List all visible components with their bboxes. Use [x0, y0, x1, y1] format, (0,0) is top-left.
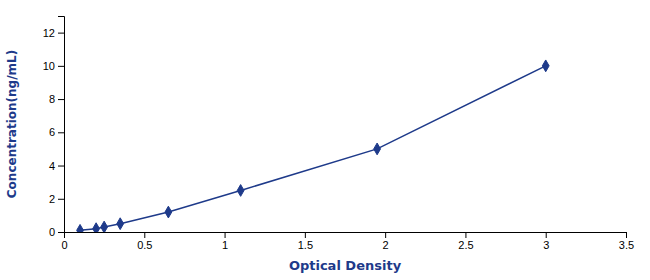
- x-axis-line: [65, 233, 627, 239]
- x-axis-tick-mark: [305, 232, 306, 238]
- x-axis-tick-mark: [626, 232, 627, 238]
- y-axis-tick: 6: [49, 126, 64, 138]
- marks: [77, 60, 549, 232]
- line: [80, 66, 546, 230]
- x-axis-title: Optical Density: [289, 258, 402, 273]
- plot-area: 0 0.5 1 1.5 2 2.5 3 3.5 0 2 4 6 8 10 12: [43, 17, 634, 251]
- x-axis-tick: 1: [222, 232, 228, 251]
- y-axis-tick-mark: [58, 132, 64, 133]
- y-axis: 0 2 4 6 8 10 12: [43, 17, 65, 239]
- y-axis-tick-label: 8: [49, 93, 55, 105]
- y-axis-tick-label: 0: [49, 226, 55, 238]
- y-axis-tick: 2: [49, 193, 64, 205]
- x-axis-tick-label: 3.5: [619, 239, 634, 251]
- y-axis-tick-mark: [58, 232, 64, 233]
- x-axis-tick: 0.5: [137, 232, 152, 251]
- x-axis-tick: 3: [543, 232, 549, 251]
- y-axis-tick-mark: [58, 33, 64, 34]
- x-axis-tick-label: 0: [61, 239, 67, 251]
- y-axis-tick-mark: [58, 99, 64, 100]
- x-axis: 0 0.5 1 1.5 2 2.5 3 3.5: [61, 232, 634, 251]
- x-axis-tick-mark: [144, 232, 145, 238]
- point: [117, 218, 124, 230]
- x-axis-tick: 1.5: [298, 232, 313, 251]
- point: [237, 185, 244, 197]
- point: [374, 143, 381, 155]
- x-axis-tick-mark: [546, 232, 547, 238]
- chart-svg: 0 0.5 1 1.5 2 2.5 3 3.5 0 2 4 6 8 10 12 Optical Density…: [0, 0, 650, 280]
- x-axis-tick-label: 2: [383, 239, 389, 251]
- x-axis-tick-mark: [385, 232, 386, 238]
- x-axis-tick-label: 0.5: [137, 239, 152, 251]
- y-axis-tick-label: 6: [49, 126, 55, 138]
- y-axis-tick: 10: [43, 60, 64, 72]
- y-axis-tick-label: 10: [43, 60, 55, 72]
- y-axis-tick-mark: [58, 66, 64, 67]
- point: [542, 60, 549, 72]
- y-axis-tick-mark: [58, 166, 64, 167]
- x-axis-tick: 2.5: [458, 232, 473, 251]
- point: [101, 221, 108, 232]
- y-axis-tick: 4: [49, 160, 64, 172]
- x-axis-tick-label: 3: [543, 239, 549, 251]
- point: [165, 206, 172, 218]
- x-axis-tick-mark: [465, 232, 466, 238]
- x-axis-tick-mark: [225, 232, 226, 238]
- y-axis-line: [58, 17, 65, 233]
- point: [77, 224, 84, 232]
- y-axis-title: Concentration(ng/mL): [5, 50, 19, 198]
- y-axis-tick: 0: [49, 226, 64, 238]
- y-axis-tick-label: 4: [49, 160, 55, 172]
- x-axis-tick: 0: [61, 232, 67, 251]
- y-axis-tick: 8: [49, 93, 64, 105]
- y-axis-tick: 12: [43, 27, 64, 39]
- x-axis-tick-label: 2.5: [458, 239, 473, 251]
- point: [93, 223, 100, 232]
- chart-container: 0 0.5 1 1.5 2 2.5 3 3.5 0 2 4 6 8 10 12 Optical Density…: [0, 0, 650, 280]
- y-axis-tick-label: 2: [49, 193, 55, 205]
- x-axis-tick-label: 1.5: [298, 239, 313, 251]
- y-axis-tick-mark: [58, 199, 64, 200]
- x-axis-tick: 2: [383, 232, 389, 251]
- x-axis-tick: 3.5: [619, 232, 634, 251]
- y-axis-tick-label: 12: [43, 27, 55, 39]
- x-axis-tick-label: 1: [222, 239, 228, 251]
